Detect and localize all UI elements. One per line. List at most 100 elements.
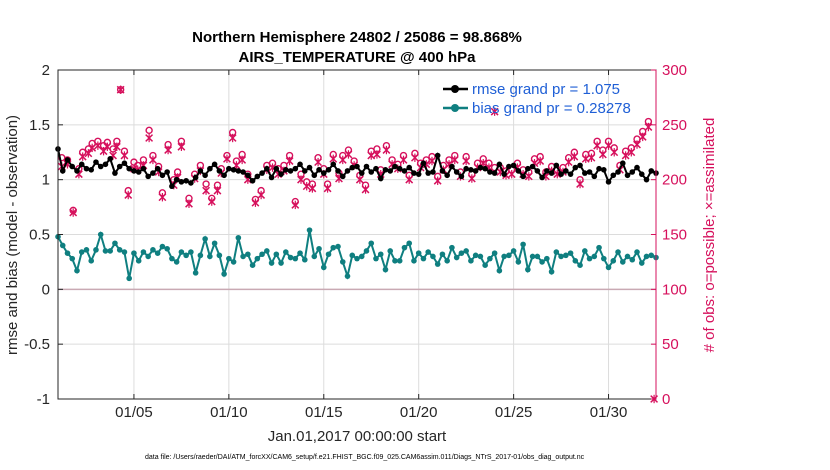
bias-point	[439, 251, 446, 258]
bias-point	[301, 256, 308, 263]
obs-assimilated-point	[638, 132, 647, 142]
obs-assimilated-point	[361, 185, 370, 194]
bias-point	[159, 243, 166, 250]
obs-assimilated-point	[410, 153, 419, 162]
bias-point	[605, 264, 612, 271]
bias-point	[377, 251, 384, 258]
bias-point	[211, 240, 218, 247]
bias-point	[240, 253, 246, 260]
rmse-point	[430, 169, 436, 175]
bias-point	[230, 259, 237, 265]
obs-assimilated-point	[158, 193, 167, 202]
rmse-point	[610, 172, 617, 179]
bias-point	[648, 252, 655, 259]
bias-point	[278, 260, 284, 266]
rmse-point	[121, 160, 128, 167]
rmse-point	[283, 166, 289, 173]
rmse-point	[178, 179, 185, 185]
obs-assimilated-point	[308, 184, 317, 193]
rmse-point	[344, 168, 351, 174]
rmse-point	[377, 175, 384, 182]
rmse-point	[88, 166, 95, 173]
rmse-point	[544, 168, 550, 174]
rmse-point	[477, 164, 484, 171]
bias-point	[638, 260, 645, 266]
obs-assimilated-point	[69, 208, 78, 217]
bias-point	[344, 273, 351, 279]
rmse-point	[245, 172, 251, 179]
rmse-point	[188, 180, 194, 186]
obs-assimilated-point	[323, 184, 332, 193]
rmse-point	[339, 173, 346, 180]
bias-point	[610, 258, 617, 264]
rmse-point	[396, 165, 403, 172]
rmse-point	[69, 163, 76, 170]
rmse-point	[472, 168, 479, 174]
bias-point	[116, 247, 123, 253]
rmse-point	[600, 166, 607, 173]
bias-point	[207, 253, 213, 260]
obs-assimilated-point	[314, 157, 323, 167]
bias-point	[249, 262, 256, 269]
bias-point	[164, 245, 170, 252]
bias-point	[292, 255, 299, 262]
y-tick-label-left: -1	[37, 391, 50, 408]
x-axis-label: Jan.01,2017 00:00:00 start	[268, 428, 447, 445]
bias-point	[150, 247, 156, 253]
rmse-point	[230, 166, 237, 173]
bias-point	[154, 250, 161, 256]
bias-point	[515, 259, 522, 265]
rmse-point	[634, 164, 640, 171]
bias-point	[316, 245, 322, 252]
y-tick-label-left: -0.5	[24, 336, 50, 353]
bias-point	[477, 253, 484, 260]
bias-point	[97, 231, 104, 238]
bias-point	[306, 227, 313, 233]
bias-point	[434, 261, 441, 267]
obs-assimilated-point	[257, 190, 266, 200]
bias-point	[69, 255, 76, 262]
rmse-point	[648, 168, 655, 174]
bias-point	[221, 271, 227, 277]
x-axis-ticks: 01/05 01/10 01/15 01/20 01/25 01/30	[115, 70, 627, 421]
rmse-point	[586, 169, 593, 175]
y-tick-label-left: 0	[42, 281, 50, 298]
left-axis-ticks: -1 -0.5 0 0.5 1 1.5 2	[24, 62, 63, 408]
rmse-point	[534, 168, 541, 174]
x-tick-label: 01/25	[495, 404, 533, 421]
rmse-point	[278, 171, 284, 177]
obs-assimilated-point	[164, 145, 173, 155]
legend-rmse-marker	[451, 85, 459, 93]
obs-assimilated-point	[213, 186, 222, 195]
obs-assimilated-point	[382, 145, 391, 155]
bias-point	[406, 240, 413, 247]
x-tick-label: 01/30	[590, 404, 628, 421]
obs-assimilated-point	[598, 150, 607, 159]
rmse-point	[97, 163, 104, 170]
rmse-point	[572, 164, 579, 171]
obs-assimilated-point	[285, 156, 294, 166]
bias-point	[349, 252, 356, 259]
rmse-point	[173, 176, 180, 183]
y-axis-label-right: # of obs: o=possible; ×=assimilated	[701, 118, 718, 353]
rmse-point	[548, 170, 555, 176]
rmse-point	[116, 163, 123, 170]
obs-assimilated-point	[490, 107, 499, 116]
rmse-point	[273, 165, 280, 172]
legend-rmse-label: rmse grand pr = 1.075	[472, 81, 620, 98]
rmse-point	[553, 162, 560, 169]
bias-point	[325, 251, 332, 258]
y-tick-label-right: 200	[662, 172, 687, 189]
rmse-point	[619, 160, 626, 167]
bias-point	[563, 252, 569, 259]
obs-assimilated-point	[633, 140, 641, 149]
bias-point	[140, 249, 147, 255]
bias-point	[577, 262, 583, 269]
rmse-point	[420, 160, 427, 167]
rmse-point	[135, 169, 142, 175]
bias-point	[245, 251, 251, 258]
bias-point	[197, 252, 204, 259]
rmse-point	[311, 172, 318, 179]
obs-assimilated-point	[621, 151, 630, 160]
bias-point	[501, 253, 507, 260]
